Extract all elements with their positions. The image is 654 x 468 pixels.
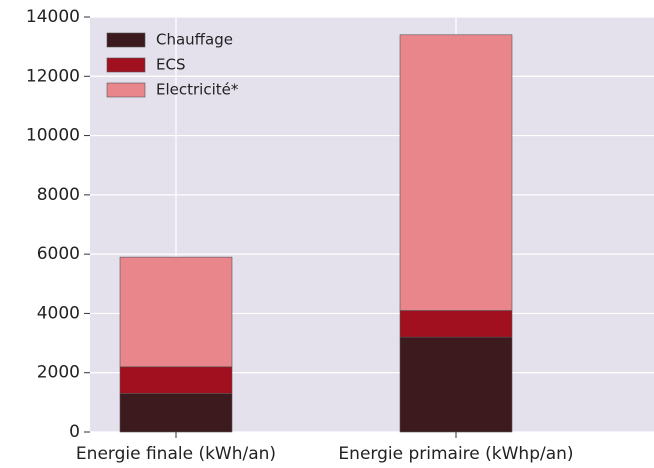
- x-tick-label: Energie primaire (kWhp/an): [338, 444, 573, 464]
- bar-segment: [119, 393, 233, 433]
- legend-label: Electricité*: [156, 81, 239, 99]
- x-tick-label: Energie finale (kWh/an): [76, 444, 276, 464]
- y-tick-label: 14000: [26, 7, 80, 27]
- y-tick-label: 6000: [37, 244, 80, 264]
- y-tick-label: 8000: [37, 185, 80, 205]
- bar-segment: [399, 310, 513, 338]
- legend-swatch: [106, 32, 146, 48]
- y-tick-label: 0: [69, 422, 80, 442]
- y-tick-label: 4000: [37, 303, 80, 323]
- bar-segment: [399, 34, 513, 311]
- bar-segment: [399, 336, 513, 433]
- legend: Chauffage ECS Electricité*: [106, 31, 239, 99]
- bar-segment: [119, 366, 233, 394]
- y-tick-label: 2000: [37, 363, 80, 383]
- legend-label: Chauffage: [156, 31, 233, 49]
- legend-label: ECS: [156, 56, 185, 74]
- bar-segment: [119, 256, 233, 368]
- y-tick-label: 12000: [26, 66, 80, 86]
- legend-swatch: [106, 57, 146, 73]
- y-tick-label: 10000: [26, 126, 80, 146]
- legend-swatch: [106, 82, 146, 98]
